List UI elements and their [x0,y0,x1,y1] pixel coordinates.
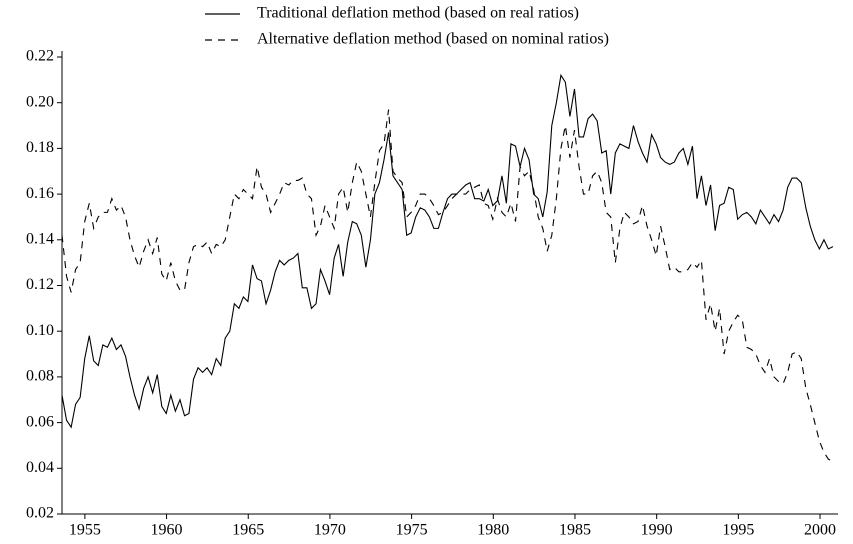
y-tick-label: 0.12 [26,276,54,293]
x-tick-label: 1985 [559,522,591,539]
y-tick-label: 0.02 [26,505,54,522]
x-tick-label: 1990 [641,522,673,539]
y-tick-label: 0.20 [26,93,54,110]
y-tick-label: 0.08 [26,368,54,385]
legend-label: Traditional deflation method (based on r… [257,5,579,22]
y-tick-label: 0.14 [26,230,54,247]
x-tick-label: 1960 [151,522,183,539]
x-tick-label: 1975 [396,522,428,539]
y-tick-label: 0.04 [26,459,54,476]
series-line [61,109,834,462]
series-line [61,73,834,429]
x-tick-label: 1955 [69,522,101,539]
y-tick-label: 0.22 [26,48,54,65]
y-tick-label: 0.16 [26,185,54,202]
x-tick-label: 1970 [314,522,346,539]
x-tick-label: 2000 [804,522,836,539]
legend-label: Alternative deflation method (based on n… [257,31,609,48]
y-tick-label: 0.18 [26,139,54,156]
x-tick-label: 1965 [232,522,264,539]
y-tick-label: 0.06 [26,413,54,430]
y-tick-label: 0.10 [26,322,54,339]
x-tick-label: 1995 [722,522,754,539]
x-tick-label: 1980 [477,522,509,539]
